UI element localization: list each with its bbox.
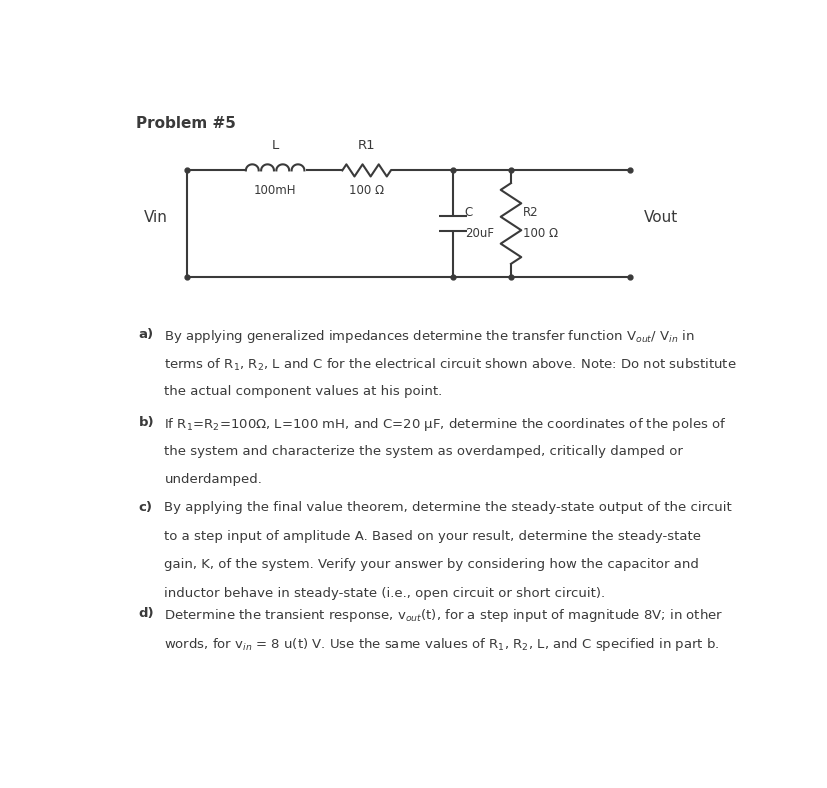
Text: gain, K, of the system. Verify your answer by considering how the capacitor and: gain, K, of the system. Verify your answ… xyxy=(165,558,699,571)
Text: the actual component values at his point.: the actual component values at his point… xyxy=(165,385,442,398)
Text: to a step input of amplitude A. Based on your result, determine the steady-state: to a step input of amplitude A. Based on… xyxy=(165,530,700,543)
Text: 20uF: 20uF xyxy=(464,227,493,240)
Text: Problem #5: Problem #5 xyxy=(136,116,235,131)
Text: R2: R2 xyxy=(522,206,538,219)
Text: underdamped.: underdamped. xyxy=(165,473,262,486)
Text: R1: R1 xyxy=(357,139,375,152)
Text: 100mH: 100mH xyxy=(254,184,296,197)
Text: By applying the final value theorem, determine the steady-state output of the ci: By applying the final value theorem, det… xyxy=(165,501,731,514)
Text: the system and characterize the system as overdamped, critically damped or: the system and characterize the system a… xyxy=(165,444,682,458)
Text: a): a) xyxy=(139,328,154,341)
Text: inductor behave in steady-state (i.e., open circuit or short circuit).: inductor behave in steady-state (i.e., o… xyxy=(165,586,605,600)
Text: 100 Ω: 100 Ω xyxy=(522,227,557,240)
Text: b): b) xyxy=(139,416,154,429)
Text: terms of R$_1$, R$_2$, L and C for the electrical circuit shown above. Note: Do : terms of R$_1$, R$_2$, L and C for the e… xyxy=(165,357,736,373)
Text: Vin: Vin xyxy=(144,210,167,225)
Text: Determine the transient response, v$_{out}$(t), for a step input of magnitude 8V: Determine the transient response, v$_{ou… xyxy=(165,608,723,624)
Text: words, for v$_{in}$ = 8 u(t) V. Use the same values of R$_1$, R$_2$, L, and C sp: words, for v$_{in}$ = 8 u(t) V. Use the … xyxy=(165,636,719,652)
Text: By applying generalized impedances determine the transfer function V$_{out}$/ V$: By applying generalized impedances deter… xyxy=(165,328,695,345)
Text: L: L xyxy=(271,139,279,152)
Text: Vout: Vout xyxy=(643,210,677,225)
Text: c): c) xyxy=(139,501,153,514)
Text: 100 Ω: 100 Ω xyxy=(349,184,384,197)
Text: d): d) xyxy=(139,608,154,620)
Text: If R$_1$=R$_2$=100Ω, L=100 mH, and C=20 µF, determine the coordinates of the pol: If R$_1$=R$_2$=100Ω, L=100 mH, and C=20 … xyxy=(165,416,726,433)
Text: C: C xyxy=(464,206,472,219)
